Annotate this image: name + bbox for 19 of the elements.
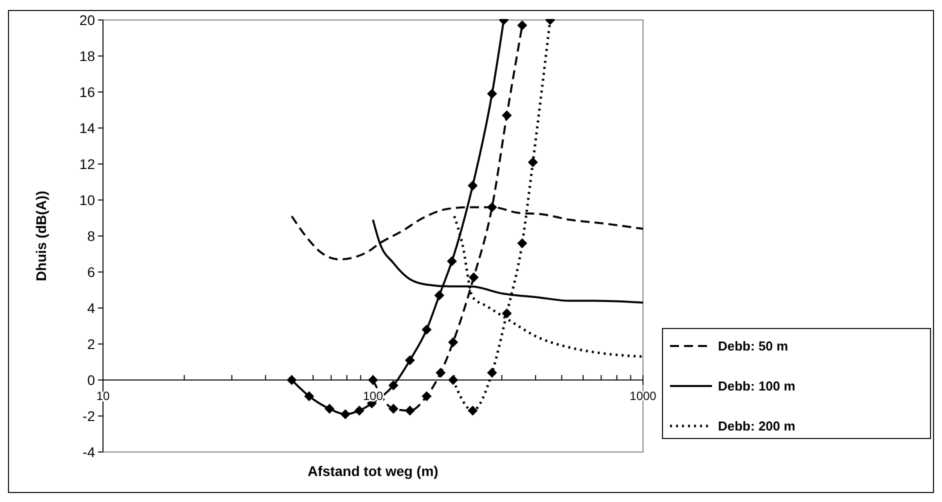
y-axis-title: Dhuis (dB(A)) [33,190,49,282]
legend-label: Debb: 100 m [718,378,796,394]
y-tick-label: -4 [82,444,96,460]
legend-label: Debb: 200 m [718,418,796,434]
x-axis-title: Afstand tot weg (m) [308,463,438,479]
y-tick-label: -2 [82,408,96,424]
x-tick-label: 1000 [630,389,657,403]
y-tick-label: 14 [79,120,96,136]
y-tick-label: 8 [87,228,96,244]
legend-label: Debb: 50 m [718,338,788,354]
y-tick-label: 12 [79,156,96,172]
y-tick-label: 4 [87,300,96,316]
y-tick-label: 0 [87,372,96,388]
y-tick-label: 16 [79,84,96,100]
y-tick-label: 10 [79,192,96,208]
y-tick-label: 20 [79,12,96,28]
y-tick-label: 2 [87,336,96,352]
y-tick-label: 18 [79,48,96,64]
y-tick-label: 6 [87,264,96,280]
